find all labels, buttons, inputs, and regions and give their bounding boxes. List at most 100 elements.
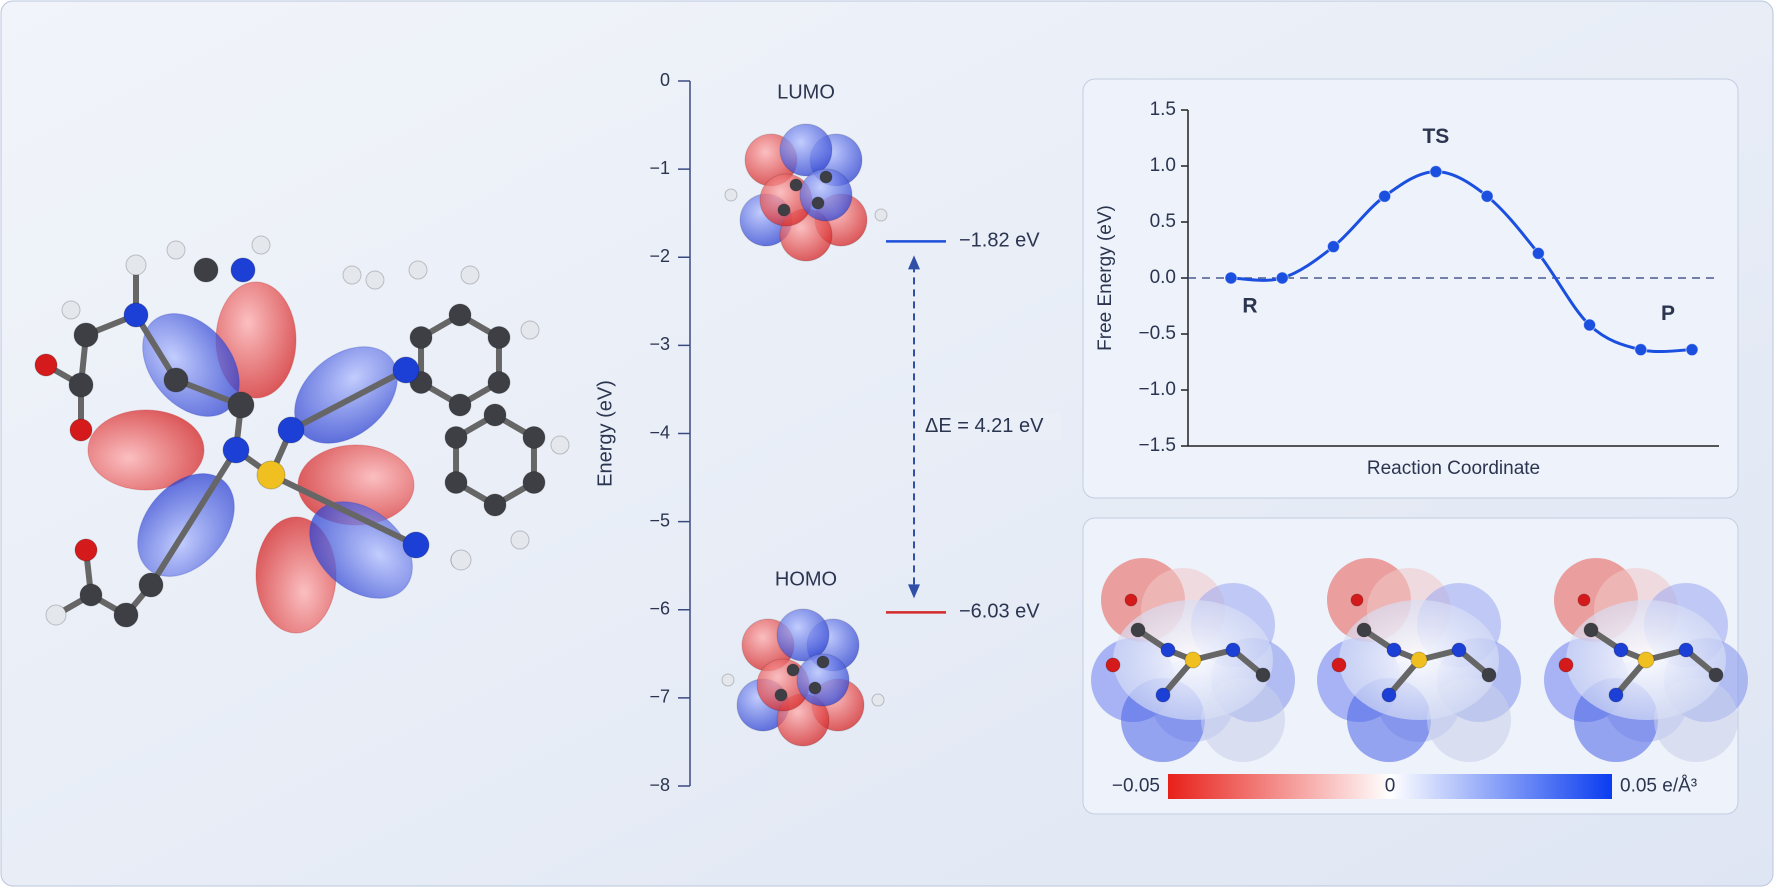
atom [450,549,472,571]
y-tick-label: −4 [649,422,670,442]
y-tick-label: −3 [649,334,670,354]
atom [871,693,885,707]
atom [774,688,788,702]
atom [163,367,189,393]
atom [522,426,546,449]
level-value-label: −1.82 eV [959,230,1040,252]
atom [483,493,507,517]
y-tick-label: −6 [649,599,670,619]
orbital-lobe [776,608,830,662]
atom [61,300,81,320]
atom [487,326,511,349]
atom [1577,593,1591,607]
level-value-label: −6.03 eV [959,601,1040,623]
atom [402,531,430,559]
x-axis-label: Reaction Coordinate [1367,458,1540,479]
orbital-lobe [799,168,853,222]
y-tick-label: 1.0 [1150,155,1176,176]
colorbar-label: 0.05 e/Å³ [1620,776,1697,797]
bond [268,472,419,548]
atom [1381,687,1397,703]
colorbar-label: 0 [1385,776,1396,797]
atom [510,530,530,550]
data-point [1275,271,1289,285]
y-tick-label: −1.5 [1138,435,1176,456]
atom [251,235,271,255]
atom [808,681,822,695]
atom [1613,642,1629,658]
atom [444,426,468,449]
atom [1105,657,1121,673]
y-tick-label: −2 [649,246,670,266]
atom [1350,593,1364,607]
data-point [1583,318,1597,332]
orbital-lobe [796,653,850,707]
atom [227,391,255,419]
orbital-lobe [142,313,240,417]
y-tick-label: 0 [660,70,670,90]
atom [408,260,428,280]
data-point [1685,343,1699,357]
point-label: TS [1422,125,1449,148]
y-tick-label: 1.5 [1150,99,1176,120]
y-tick-label: −8 [649,775,670,795]
y-tick-label: −7 [649,687,670,707]
atom [819,170,833,184]
bond [148,447,239,588]
orbital-lobe [309,501,413,599]
data-point [1531,246,1545,260]
atom [1558,657,1574,673]
atom [123,302,149,328]
atom [483,403,507,427]
y-tick-label: 0.0 [1150,267,1176,288]
atom [138,572,164,598]
y-axis-label: Free Energy (eV) [1095,205,1116,351]
annotation-bg [921,412,1061,441]
y-tick-label: 0.5 [1150,211,1176,232]
level-name: LUMO [777,81,835,103]
atom [448,393,472,417]
atom [724,188,738,202]
data-point [1429,165,1443,179]
atom [1331,657,1347,673]
atom [1678,642,1694,658]
data-point [1378,189,1392,203]
data-point [1634,343,1648,357]
atom [1708,667,1724,683]
atom [1583,622,1599,638]
atom [522,471,546,494]
gap-annotation: ΔE = 4.21 eV [925,415,1044,437]
y-tick-label: −5 [649,510,670,530]
atom [45,604,67,626]
atom [444,471,468,494]
atom [721,673,735,687]
atom [277,416,305,444]
atom [811,196,825,210]
atom [34,353,58,377]
atom [777,203,791,217]
atom [1608,687,1624,703]
atom [1130,622,1146,638]
atom [1184,651,1202,669]
atom [256,460,286,490]
atom [1481,667,1497,683]
atom [520,320,540,340]
atom [448,303,472,327]
atom [874,208,888,222]
bond [133,312,179,383]
atom [392,356,420,384]
atom [79,583,103,607]
y-tick-label: −1 [649,158,670,178]
atom [1225,642,1241,658]
y-axis-label: Energy (eV) [594,380,616,487]
colorbar-label: −0.05 [1112,776,1160,797]
atom [789,178,803,192]
molecule-illustrations [34,123,1748,762]
y-tick-label: −0.5 [1138,323,1176,344]
data-point [1326,240,1340,254]
atom [365,270,385,290]
atom [816,655,830,669]
atom [1255,667,1271,683]
orbital-lobe [87,409,205,491]
